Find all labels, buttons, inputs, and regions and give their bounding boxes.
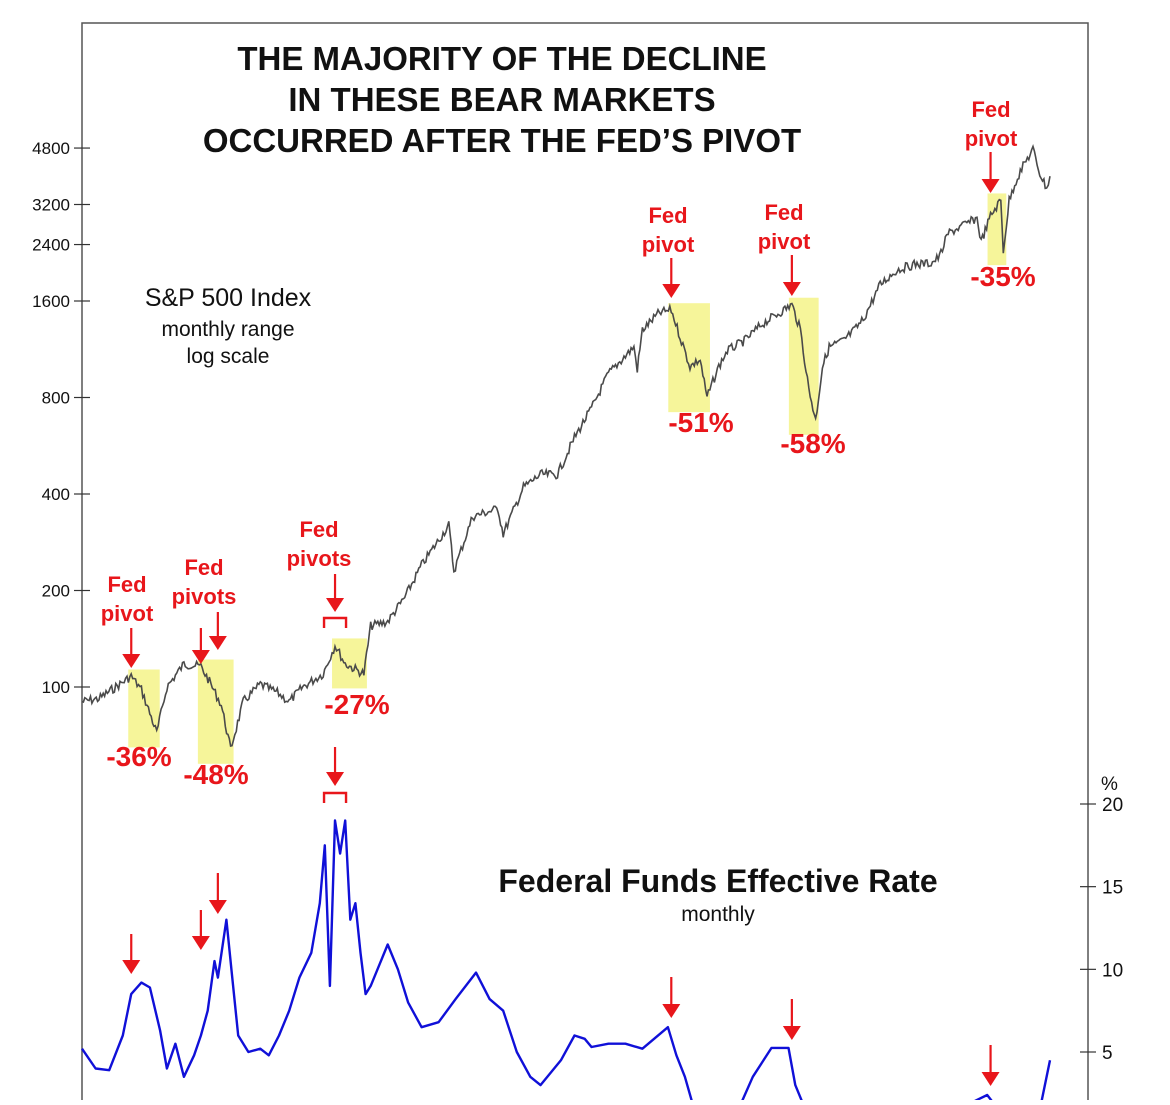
rate-arrow-1970-head	[122, 960, 141, 974]
pivot-arrow-2007	[782, 255, 801, 296]
chart-title: THE MAJORITY OF THE DECLINE IN THESE BEA…	[203, 40, 801, 159]
pivot-arrow-1974-head	[208, 636, 227, 650]
sp500-y-tick-label-800: 800	[42, 389, 70, 408]
pivot-arrow-1973	[191, 628, 210, 664]
pivot-label-1970-line-2: pivot	[101, 601, 154, 626]
decline-label-2009: -58%	[780, 428, 845, 459]
sp500-y-tick-label-100: 100	[42, 678, 70, 697]
decline-label-2002: -51%	[668, 407, 733, 438]
sp500-y-tick-label-3200: 3200	[32, 196, 70, 215]
rate-arrow-2019-head	[981, 1072, 1000, 1086]
pivot-label-1974-line-2: pivots	[172, 584, 237, 609]
pivot-bracket-1981	[322, 616, 348, 628]
bear-market-highlight-3	[668, 303, 710, 413]
sp500-y-tick-label-200: 200	[42, 582, 70, 601]
sp500-sub-label-scale: log scale	[187, 345, 270, 368]
decline-label-1974: -48%	[183, 759, 248, 790]
series-lines	[81, 143, 1052, 1105]
pivot-arrow-1970-head	[122, 654, 141, 668]
bear-market-highlights	[128, 193, 1007, 764]
pivot-arrow-1973-head	[191, 650, 210, 664]
pivot-label-1981-line-1: Fed	[299, 517, 338, 542]
pivot-label-2019-line-1: Fed	[971, 97, 1010, 122]
rate-arrow-1974	[208, 873, 227, 914]
fedfunds-y-tick-label-5: 5	[1102, 1043, 1113, 1064]
fedfunds-y-axis: 5 10 15 20	[1080, 795, 1123, 1064]
rate-arrow-1973-head	[191, 936, 210, 950]
rate-arrow-2000	[662, 977, 681, 1018]
bear-market-highlight-2	[332, 638, 367, 689]
sp500-y-axis: 100 200 400 800 1600 2400 3200 4800	[32, 139, 90, 697]
pivot-label-2019-line-2: pivot	[965, 126, 1018, 151]
fedfunds-y-tick-label-20: 20	[1102, 795, 1123, 816]
pivot-label-2000-line-2: pivot	[642, 232, 695, 257]
sp500-y-tick-label-400: 400	[42, 485, 70, 504]
fed-pivot-arrows	[122, 152, 1000, 1086]
fedfunds-subtitle: monthly	[681, 903, 755, 926]
pivot-arrow-2000-head	[662, 284, 681, 298]
pivot-arrow-1981-head	[326, 598, 345, 612]
chart-title-line-2: IN THESE BEAR MARKETS	[288, 81, 715, 118]
pivot-arrow-1970	[122, 628, 141, 668]
rate-arrow-2019	[981, 1045, 1000, 1086]
decline-label-1982: -27%	[324, 689, 389, 720]
rate-arrow-1973	[191, 910, 210, 950]
fed-pivot-labels: Fed pivot Fed pivots Fed pivots Fed pivo…	[101, 97, 1018, 626]
pivot-arrow-1981	[326, 574, 345, 612]
pivot-arrow-2000	[662, 258, 681, 298]
pivot-label-1974-line-1: Fed	[184, 555, 223, 580]
rate-arrow-1981-head	[326, 772, 345, 786]
sp500-y-tick-label-1600: 1600	[32, 292, 70, 311]
plot-frame	[81, 22, 1089, 1105]
sp500-sub-label-range: monthly range	[161, 318, 294, 341]
rate-arrow-2007-head	[782, 1026, 801, 1040]
pivot-label-2007-line-1: Fed	[764, 200, 803, 225]
rate-bracket-1981	[322, 791, 348, 803]
pivot-arrow-2019	[981, 152, 1000, 193]
sp500-line	[81, 143, 1051, 747]
rate-arrow-1970	[122, 934, 141, 974]
chart-title-line-3: OCCURRED AFTER THE FED’S PIVOT	[203, 122, 801, 159]
fedfunds-y-tick-label-10: 10	[1102, 960, 1123, 981]
decline-label-1970: -36%	[106, 741, 171, 772]
pivot-arrow-2019-head	[981, 179, 1000, 193]
pivot-arrow-2007-head	[782, 282, 801, 296]
fedfunds-line	[81, 819, 1052, 1105]
rate-arrow-2000-head	[662, 1004, 681, 1018]
pivot-label-2007-line-2: pivot	[758, 229, 811, 254]
bear-market-highlight-1	[197, 659, 234, 764]
sp500-series-label: S&P 500 Index	[145, 284, 312, 312]
sp500-y-tick-label-2400: 2400	[32, 236, 70, 255]
sp500-y-tick-label-4800: 4800	[32, 139, 70, 158]
pivot-label-2000-line-1: Fed	[648, 203, 687, 228]
pivot-label-1981-line-2: pivots	[287, 546, 352, 571]
chart-title-line-1: THE MAJORITY OF THE DECLINE	[237, 40, 766, 77]
bear-market-highlight-0	[128, 669, 160, 748]
fedfunds-y-tick-label-15: 15	[1102, 878, 1123, 899]
fedfunds-title: Federal Funds Effective Rate	[498, 863, 937, 899]
decline-label-2020: -35%	[970, 261, 1035, 292]
rate-arrow-2007	[782, 999, 801, 1040]
decline-labels: -36% -48% -27% -51% -58% -35%	[106, 261, 1035, 790]
rate-arrow-1981	[326, 747, 345, 786]
pivot-arrow-1974	[208, 612, 227, 650]
rate-arrow-1974-head	[208, 900, 227, 914]
pivot-label-1970-line-1: Fed	[107, 572, 146, 597]
fedfunds-y-unit: %	[1101, 774, 1118, 795]
